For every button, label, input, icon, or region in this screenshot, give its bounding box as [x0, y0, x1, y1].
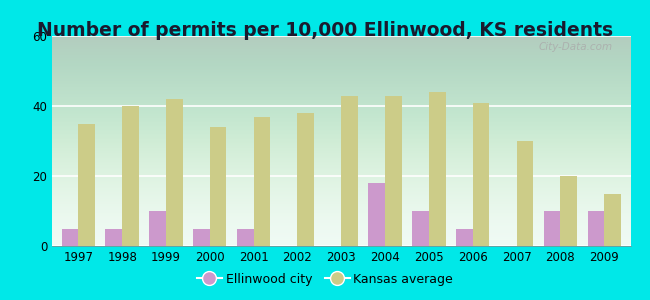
Bar	[412, 211, 429, 246]
Bar	[105, 229, 122, 246]
Bar	[254, 116, 270, 246]
Bar	[517, 141, 533, 246]
Bar	[429, 92, 445, 246]
Bar	[298, 113, 314, 246]
Bar	[78, 124, 95, 246]
Bar	[473, 103, 489, 246]
Bar	[150, 211, 166, 246]
Bar	[385, 95, 402, 246]
Bar	[560, 176, 577, 246]
Bar	[193, 229, 210, 246]
Bar	[588, 211, 604, 246]
Bar	[604, 194, 621, 246]
Bar	[456, 229, 473, 246]
Bar	[62, 229, 78, 246]
Legend: Ellinwood city, Kansas average: Ellinwood city, Kansas average	[192, 268, 458, 291]
Text: Number of permits per 10,000 Ellinwood, KS residents: Number of permits per 10,000 Ellinwood, …	[37, 21, 613, 40]
Bar	[341, 95, 358, 246]
Bar	[543, 211, 560, 246]
Bar	[166, 99, 183, 246]
Bar	[122, 106, 139, 246]
Bar	[210, 127, 226, 246]
Bar	[237, 229, 254, 246]
Bar	[369, 183, 385, 246]
Text: City-Data.com: City-Data.com	[539, 42, 613, 52]
